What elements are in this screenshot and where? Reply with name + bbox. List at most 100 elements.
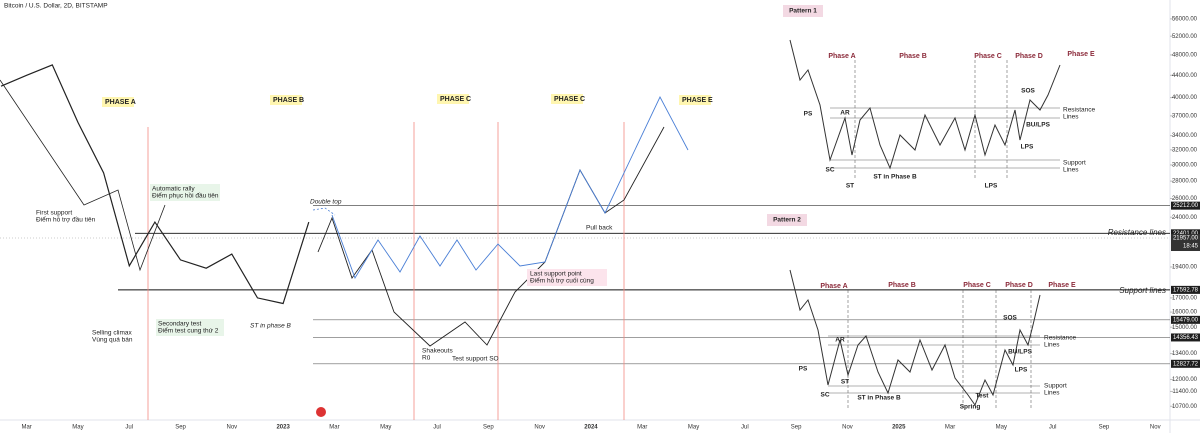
x-tick-label: Sep xyxy=(175,425,186,431)
highlight xyxy=(270,95,302,105)
pattern-label: Resistance xyxy=(1044,335,1077,342)
pattern-label: SC xyxy=(820,392,829,399)
annotation: Automatic rally xyxy=(152,186,195,193)
pattern-label: Phase D xyxy=(1005,282,1033,289)
y-tick-label: 15000.00 xyxy=(1172,325,1198,331)
pattern-label: Phase C xyxy=(974,53,1002,60)
annotation: ST in phase B xyxy=(250,323,291,330)
pattern-title-bg xyxy=(783,5,823,17)
annotation: Resistance lines xyxy=(1108,228,1166,237)
levels xyxy=(0,205,1170,365)
event-icon[interactable] xyxy=(316,407,326,417)
price-tag-label: 25212.00 xyxy=(1173,203,1199,209)
x-tick-label: Jul xyxy=(741,425,749,431)
y-tick-label: 48000.00 xyxy=(1172,53,1198,59)
pattern-label: Lines xyxy=(1063,167,1079,174)
pattern-label: BU/LPS xyxy=(1008,349,1033,356)
annotation: Điểm phục hồi đầu tiên xyxy=(152,191,219,200)
y-tick-label: 11400.00 xyxy=(1172,389,1197,395)
annotation: Last support point xyxy=(530,271,582,278)
y-tick-label: 34000.00 xyxy=(1172,133,1198,139)
price-tag xyxy=(1171,234,1200,252)
x-tick-label: Nov xyxy=(534,425,545,431)
pattern-label: Phase B xyxy=(888,282,916,289)
pattern-label: Phase C xyxy=(963,282,991,289)
pattern-label: AR xyxy=(835,337,845,344)
y-tick-label: 32000.00 xyxy=(1172,147,1198,153)
pattern-title: Pattern 1 xyxy=(789,8,817,15)
annotation: Secondary test xyxy=(158,321,202,328)
y-tick-label: 24000.00 xyxy=(1172,215,1198,221)
pattern-label: Spring xyxy=(960,404,981,411)
pattern-label: SC xyxy=(825,167,834,174)
pattern-title: Pattern 2 xyxy=(773,217,801,224)
y-tick-label: 28000.00 xyxy=(1172,179,1198,185)
y-tick-label: 12000.00 xyxy=(1172,377,1198,383)
annotation: Rũ xyxy=(422,355,431,362)
x-tick-label: Mar xyxy=(329,425,339,431)
phase-label: PHASE C xyxy=(440,96,471,103)
x-tick-label: Mar xyxy=(21,425,31,431)
pattern-label: AR xyxy=(840,110,850,117)
highlight xyxy=(150,184,220,201)
highlight xyxy=(551,94,583,104)
annotation: Vùng quá bán xyxy=(92,337,133,344)
phase-label: PHASE E xyxy=(682,97,713,104)
y-tick-label: 17000.00 xyxy=(1172,295,1198,301)
pattern-label: ST xyxy=(841,379,849,386)
x-tick-label: May xyxy=(688,425,699,431)
x-tick-label: May xyxy=(996,425,1007,431)
highlight xyxy=(437,94,469,104)
trend-drawing xyxy=(0,79,166,272)
x-tick-label: 2024 xyxy=(584,425,598,431)
price-tag-label: 12827.72 xyxy=(1173,361,1199,367)
annotation: Test support SO xyxy=(452,356,499,363)
y-tick-label: 19400.00 xyxy=(1172,265,1198,271)
x-tick-label: 2023 xyxy=(276,425,290,431)
annotations: PHASE A PHASE B PHASE C PHASE C PHASE E … xyxy=(36,96,1166,363)
pattern-label: Phase B xyxy=(899,53,927,60)
projection-path xyxy=(331,95,689,280)
annotation: Điểm test cung thứ 2 xyxy=(158,327,219,335)
phase-dividers xyxy=(147,122,625,420)
annotation: Điểm hỗ trợ cuối cùng xyxy=(530,276,594,285)
highlight xyxy=(527,269,607,286)
pattern-label: ST xyxy=(846,183,854,190)
y-tick-label: 26000.00 xyxy=(1172,196,1198,202)
annotation: Pull back xyxy=(586,225,613,232)
annotation: Shakeouts xyxy=(422,348,453,355)
y-tick-label: 30000.00 xyxy=(1172,163,1198,169)
phase-highlights xyxy=(102,94,711,336)
pattern-label: PS xyxy=(804,111,813,118)
chart-title: Bitcoin / U.S. Dollar, 2D, BITSTAMP xyxy=(4,3,108,10)
y-tick-label: 13400.00 xyxy=(1172,351,1198,357)
y-tick-label: 40000.00 xyxy=(1172,95,1198,101)
pattern-label: Test xyxy=(976,393,990,400)
pattern-label: Lines xyxy=(1044,390,1060,397)
phase-label: PHASE A xyxy=(105,99,136,106)
pattern-path xyxy=(789,39,1061,170)
price-line xyxy=(0,64,310,305)
pattern-label: SOS xyxy=(1021,88,1035,95)
price-tag-label: 21957.00 xyxy=(1173,236,1199,242)
x-tick-label: May xyxy=(72,425,83,431)
price-tag-label: 15479.00 xyxy=(1173,317,1199,323)
x-tick-label: Sep xyxy=(1099,425,1110,431)
pattern-label: Lines xyxy=(1044,342,1060,349)
countdown: 18:45 xyxy=(1183,244,1199,250)
pattern-label: Phase A xyxy=(828,53,855,60)
price-tag xyxy=(1171,315,1200,324)
y-tick-label: 10700.00 xyxy=(1172,404,1198,410)
annotation: Điểm hỗ trợ đầu tiên xyxy=(36,215,96,224)
pattern-label: Support xyxy=(1044,383,1067,390)
double-top-arc xyxy=(312,207,336,216)
x-tick-label: May xyxy=(380,425,391,431)
y-tick-label: 16000.00 xyxy=(1172,310,1198,316)
x-tick-label: Sep xyxy=(791,425,802,431)
pattern-label: Support xyxy=(1063,160,1086,167)
pattern-levels xyxy=(828,290,1040,410)
pattern-title-bg xyxy=(767,214,807,226)
annotation: Support lines xyxy=(1119,286,1166,295)
y-tick-label: 37000.00 xyxy=(1172,113,1198,119)
pattern-label: LPS xyxy=(1021,144,1034,151)
